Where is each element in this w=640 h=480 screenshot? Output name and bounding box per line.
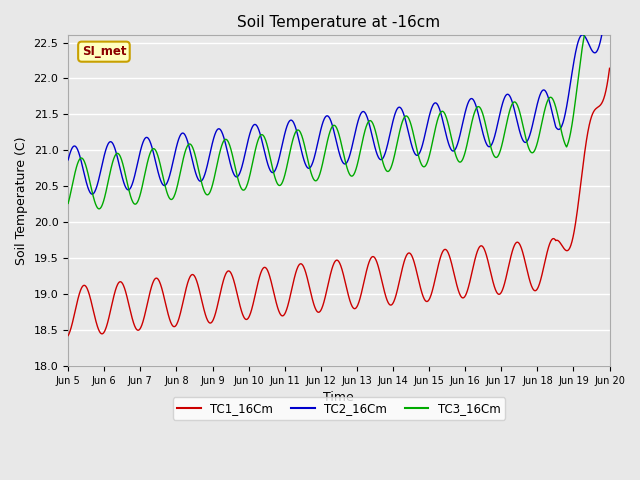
Text: SI_met: SI_met [82, 45, 126, 58]
Y-axis label: Soil Temperature (C): Soil Temperature (C) [15, 136, 28, 265]
Title: Soil Temperature at -16cm: Soil Temperature at -16cm [237, 15, 440, 30]
X-axis label: Time: Time [323, 391, 354, 404]
Legend: TC1_16Cm, TC2_16Cm, TC3_16Cm: TC1_16Cm, TC2_16Cm, TC3_16Cm [173, 397, 505, 420]
